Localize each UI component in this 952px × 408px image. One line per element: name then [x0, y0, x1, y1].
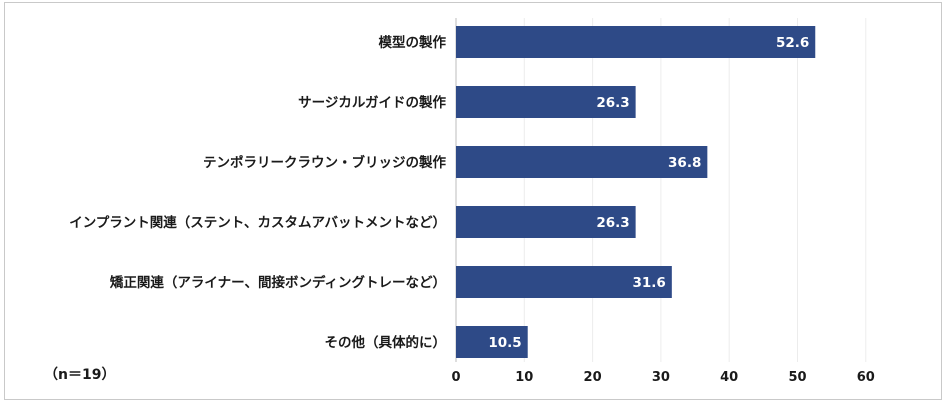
data-label: 36.8 [668, 155, 701, 171]
bar [456, 206, 636, 238]
gridlines [455, 18, 867, 362]
category-label: サージカルガイドの製作 [298, 94, 446, 111]
category-label: 模型の製作 [379, 34, 447, 51]
bar [456, 266, 672, 298]
category-label: その他（具体的に） [325, 334, 447, 351]
category-labels: 模型の製作サージカルガイドの製作テンポラリークラウン・ブリッジの製作インプラント… [69, 34, 446, 351]
sample-size-note: （n＝19） [44, 367, 116, 383]
bar [456, 326, 528, 358]
x-tick-label: 0 [451, 370, 460, 385]
x-tick-label: 60 [857, 370, 875, 385]
bar [456, 26, 816, 58]
bars [456, 26, 816, 358]
x-tick-label: 40 [720, 370, 738, 385]
category-label: テンポラリークラウン・ブリッジの製作 [203, 154, 446, 171]
data-label: 31.6 [633, 275, 666, 291]
category-label: インプラント関連（ステント、カスタムアバットメントなど） [69, 214, 446, 231]
x-tick-label: 30 [652, 370, 670, 385]
data-label: 52.6 [776, 35, 809, 51]
data-labels: 52.6 26.3 36.8 26.3 31.6 10.5 [488, 35, 809, 351]
data-label: 26.3 [596, 215, 629, 231]
category-label: 矯正関連（アライナー、間接ボンディングトレーなど） [110, 274, 446, 291]
bar [456, 146, 708, 178]
x-tick-label: 20 [584, 370, 602, 385]
x-tick-label: 50 [788, 370, 806, 385]
data-label: 10.5 [488, 335, 521, 351]
bar [456, 86, 636, 118]
data-label: 26.3 [596, 95, 629, 111]
x-tick-labels: 0 10 20 30 40 50 60 [451, 370, 874, 385]
x-tick-label: 10 [515, 370, 533, 385]
